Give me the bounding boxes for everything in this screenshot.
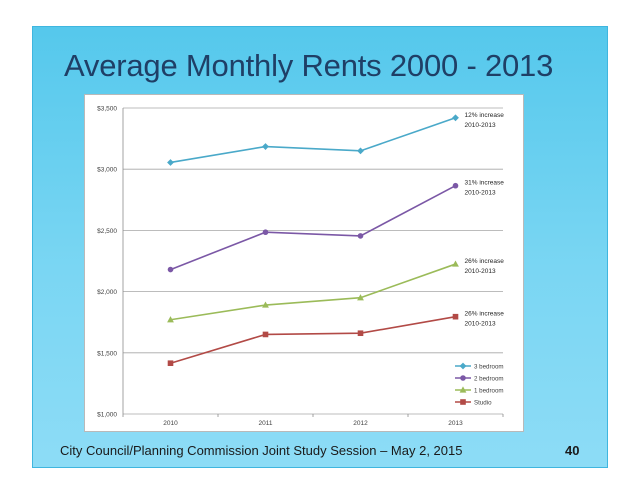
legend-marker bbox=[460, 375, 466, 381]
x-tick-label: 2011 bbox=[259, 420, 273, 427]
legend-label: 1 bedroom bbox=[474, 387, 504, 394]
series-studio bbox=[167, 313, 459, 367]
annotation-line2: 2010-2013 bbox=[465, 122, 496, 129]
y-tick-label: $3,500 bbox=[97, 106, 117, 113]
annotation-line1: 26% increase bbox=[465, 258, 505, 265]
legend-label: 2 bedroom bbox=[474, 375, 504, 382]
data-point bbox=[357, 233, 364, 239]
legend-marker bbox=[459, 386, 467, 393]
data-point bbox=[452, 114, 459, 122]
data-point bbox=[452, 260, 459, 267]
line-chart: $1,000 $1,500 $2,000 $2,500 $3,000 $3,500 2010… bbox=[97, 106, 505, 428]
annotation-line2: 2010-2013 bbox=[465, 190, 496, 197]
x-tick-label: 2010 bbox=[163, 420, 178, 427]
series-line bbox=[170, 263, 456, 321]
x-tick-label: 2012 bbox=[353, 420, 368, 427]
data-point bbox=[357, 147, 364, 155]
series-line bbox=[170, 117, 456, 164]
legend-label: Studio bbox=[474, 399, 492, 406]
series-2-bedroom bbox=[167, 182, 459, 273]
y-tick-label: $2,500 bbox=[97, 228, 117, 235]
data-point bbox=[357, 330, 364, 337]
annotation-line2: 2010-2013 bbox=[465, 321, 496, 328]
series-line bbox=[170, 315, 456, 364]
data-point bbox=[262, 143, 269, 150]
annotation-line1: 12% increase bbox=[465, 112, 505, 119]
data-point bbox=[167, 360, 174, 367]
legend-marker bbox=[459, 362, 467, 370]
data-point bbox=[167, 266, 174, 273]
x-tick-label: 2013 bbox=[448, 420, 463, 427]
data-point bbox=[262, 301, 269, 308]
slide-title: Average Monthly Rents 2000 - 2013 bbox=[64, 48, 554, 83]
chart-panel: $1,000 $1,500 $2,000 $2,500 $3,000 $3,500 2010… bbox=[84, 94, 524, 432]
slide-footer: City Council/Planning Commission Joint S… bbox=[60, 443, 463, 458]
legend-marker bbox=[460, 399, 466, 405]
data-point bbox=[262, 229, 269, 236]
legend-item: 3 bedroom bbox=[455, 362, 504, 370]
data-point bbox=[167, 159, 174, 166]
series-1-bedroom bbox=[167, 260, 459, 323]
y-tick-label: $1,000 bbox=[97, 412, 117, 419]
legend-item: 1 bedroom bbox=[455, 386, 504, 394]
annotation-line1: 31% increase bbox=[465, 180, 505, 187]
legend-label: 3 bedroom bbox=[474, 363, 504, 370]
y-tick-label: $3,000 bbox=[97, 167, 117, 174]
page-number: 40 bbox=[565, 443, 580, 458]
data-point bbox=[452, 313, 459, 320]
annotation-line2: 2010-2013 bbox=[465, 268, 496, 275]
data-point bbox=[357, 294, 364, 301]
data-point bbox=[167, 316, 174, 323]
legend-item: 2 bedroom bbox=[455, 375, 504, 382]
series-3-bedroom bbox=[167, 114, 459, 166]
data-point bbox=[262, 331, 269, 338]
legend-item: Studio bbox=[455, 399, 492, 406]
annotation-line1: 26% increase bbox=[465, 311, 505, 318]
data-point bbox=[452, 182, 459, 189]
y-tick-label: $1,500 bbox=[97, 350, 117, 357]
series-line bbox=[170, 185, 456, 271]
y-tick-label: $2,000 bbox=[97, 289, 117, 296]
